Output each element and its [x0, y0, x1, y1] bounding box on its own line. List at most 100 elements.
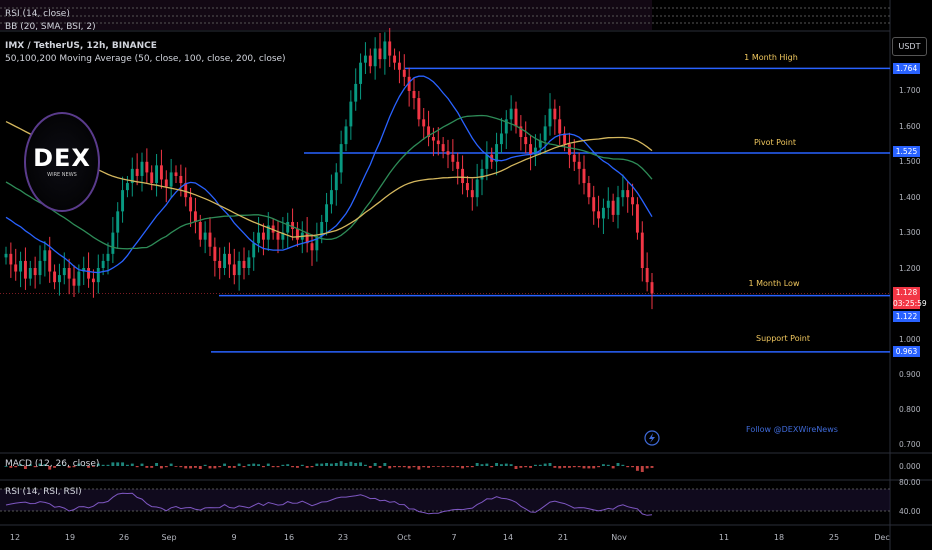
candle [150, 172, 154, 184]
candle [407, 76, 411, 91]
macd-bar [359, 462, 363, 466]
macd-bar [91, 466, 95, 467]
candle [111, 232, 115, 254]
macd-bar [509, 464, 513, 466]
macd-bar [650, 466, 654, 468]
macd-bar [286, 464, 290, 466]
price-axis-label: 1.200 [899, 264, 921, 273]
candle [325, 204, 329, 222]
macd-bar [111, 462, 115, 466]
candle [67, 268, 71, 279]
candle [38, 260, 42, 276]
macd-bar [495, 463, 499, 466]
candle [169, 172, 173, 187]
macd-bar [543, 463, 547, 466]
candle [232, 264, 236, 276]
macd-bar [300, 464, 304, 466]
macd-bar [223, 463, 227, 466]
macd-bar [354, 463, 358, 466]
candle [577, 161, 581, 169]
candle [645, 268, 649, 283]
macd-bar [23, 466, 27, 469]
macd-bar [9, 466, 13, 468]
candle [543, 126, 547, 141]
time-axis-label: 12 [9, 533, 21, 542]
candle [606, 200, 610, 208]
time-axis-label: Dec [874, 533, 890, 542]
candle [640, 232, 644, 268]
macd-bar [461, 466, 465, 469]
candle [626, 190, 630, 198]
time-axis-label: 14 [502, 533, 514, 542]
macd-bar [106, 464, 110, 466]
time-axis-label: Sep [161, 533, 177, 542]
dex-logo-subtext: WIRE NEWS [47, 172, 77, 178]
macd-bar [237, 463, 241, 466]
macd-bar [145, 466, 149, 468]
macd-bar [130, 463, 134, 466]
currency-button[interactable]: USDT [892, 37, 927, 56]
price-axis-label: 1.000 [899, 335, 921, 344]
macd-bar [388, 466, 392, 469]
macd-bar [334, 463, 338, 466]
macd-bar [227, 466, 231, 468]
candle [179, 175, 183, 184]
candle [538, 140, 542, 148]
candle [475, 179, 479, 198]
macd-bar [446, 466, 450, 467]
candle [57, 275, 61, 283]
macd-bar [208, 466, 212, 469]
macd-label[interactable]: MACD (12, 26, close) [5, 459, 100, 469]
macd-bar [276, 466, 280, 468]
macd-bar [135, 466, 139, 468]
macd-bar [179, 466, 183, 468]
candle [533, 147, 537, 155]
candle [592, 197, 596, 212]
candle [155, 165, 159, 184]
candle [587, 183, 591, 198]
macd-bar [645, 466, 649, 469]
candle [359, 62, 363, 84]
macd-bar [271, 466, 275, 468]
macd-bar [291, 466, 295, 468]
moving-average-line [5, 121, 653, 238]
macd-bar [621, 464, 625, 466]
macd-bar [57, 464, 61, 466]
candle [446, 151, 450, 155]
candle [611, 200, 615, 215]
moving-average-label[interactable]: 50,100,200 Moving Average (50, close, 10… [5, 54, 286, 64]
macd-bar [373, 463, 377, 466]
macd-bar [193, 466, 197, 468]
candle [334, 172, 338, 191]
candle [601, 207, 605, 219]
macd-bar [174, 466, 178, 467]
candle [558, 119, 562, 134]
level-label-support: Support Point [755, 334, 811, 343]
candle [125, 183, 129, 191]
candle [567, 144, 571, 155]
time-axis-label: 23 [337, 533, 349, 542]
dex-logo: DEX WIRE NEWS [24, 112, 100, 212]
time-axis-label: 9 [231, 533, 237, 542]
level-label-month-high: 1 Month High [744, 53, 798, 62]
candle [164, 179, 168, 187]
macd-bar [577, 466, 581, 468]
macd-bar [28, 464, 32, 466]
moving-average-line [5, 114, 653, 250]
macd-bar [150, 466, 154, 468]
macd-bar [616, 463, 620, 466]
macd-bar [14, 466, 18, 468]
candle [412, 91, 416, 99]
candle [213, 246, 217, 261]
lightning-icon [649, 433, 655, 443]
time-axis-label: 16 [283, 533, 295, 542]
candle [53, 271, 57, 283]
candle [519, 126, 523, 138]
symbol-title[interactable]: IMX / TetherUS, 12h, BINANCE [5, 41, 157, 51]
time-axis-label: 7 [451, 533, 457, 542]
rsi-label[interactable]: RSI (14, RSI, RSI) [5, 487, 82, 497]
candle [621, 190, 625, 198]
level-label-pivot: Pivot Point [753, 138, 797, 147]
candle [305, 232, 309, 244]
